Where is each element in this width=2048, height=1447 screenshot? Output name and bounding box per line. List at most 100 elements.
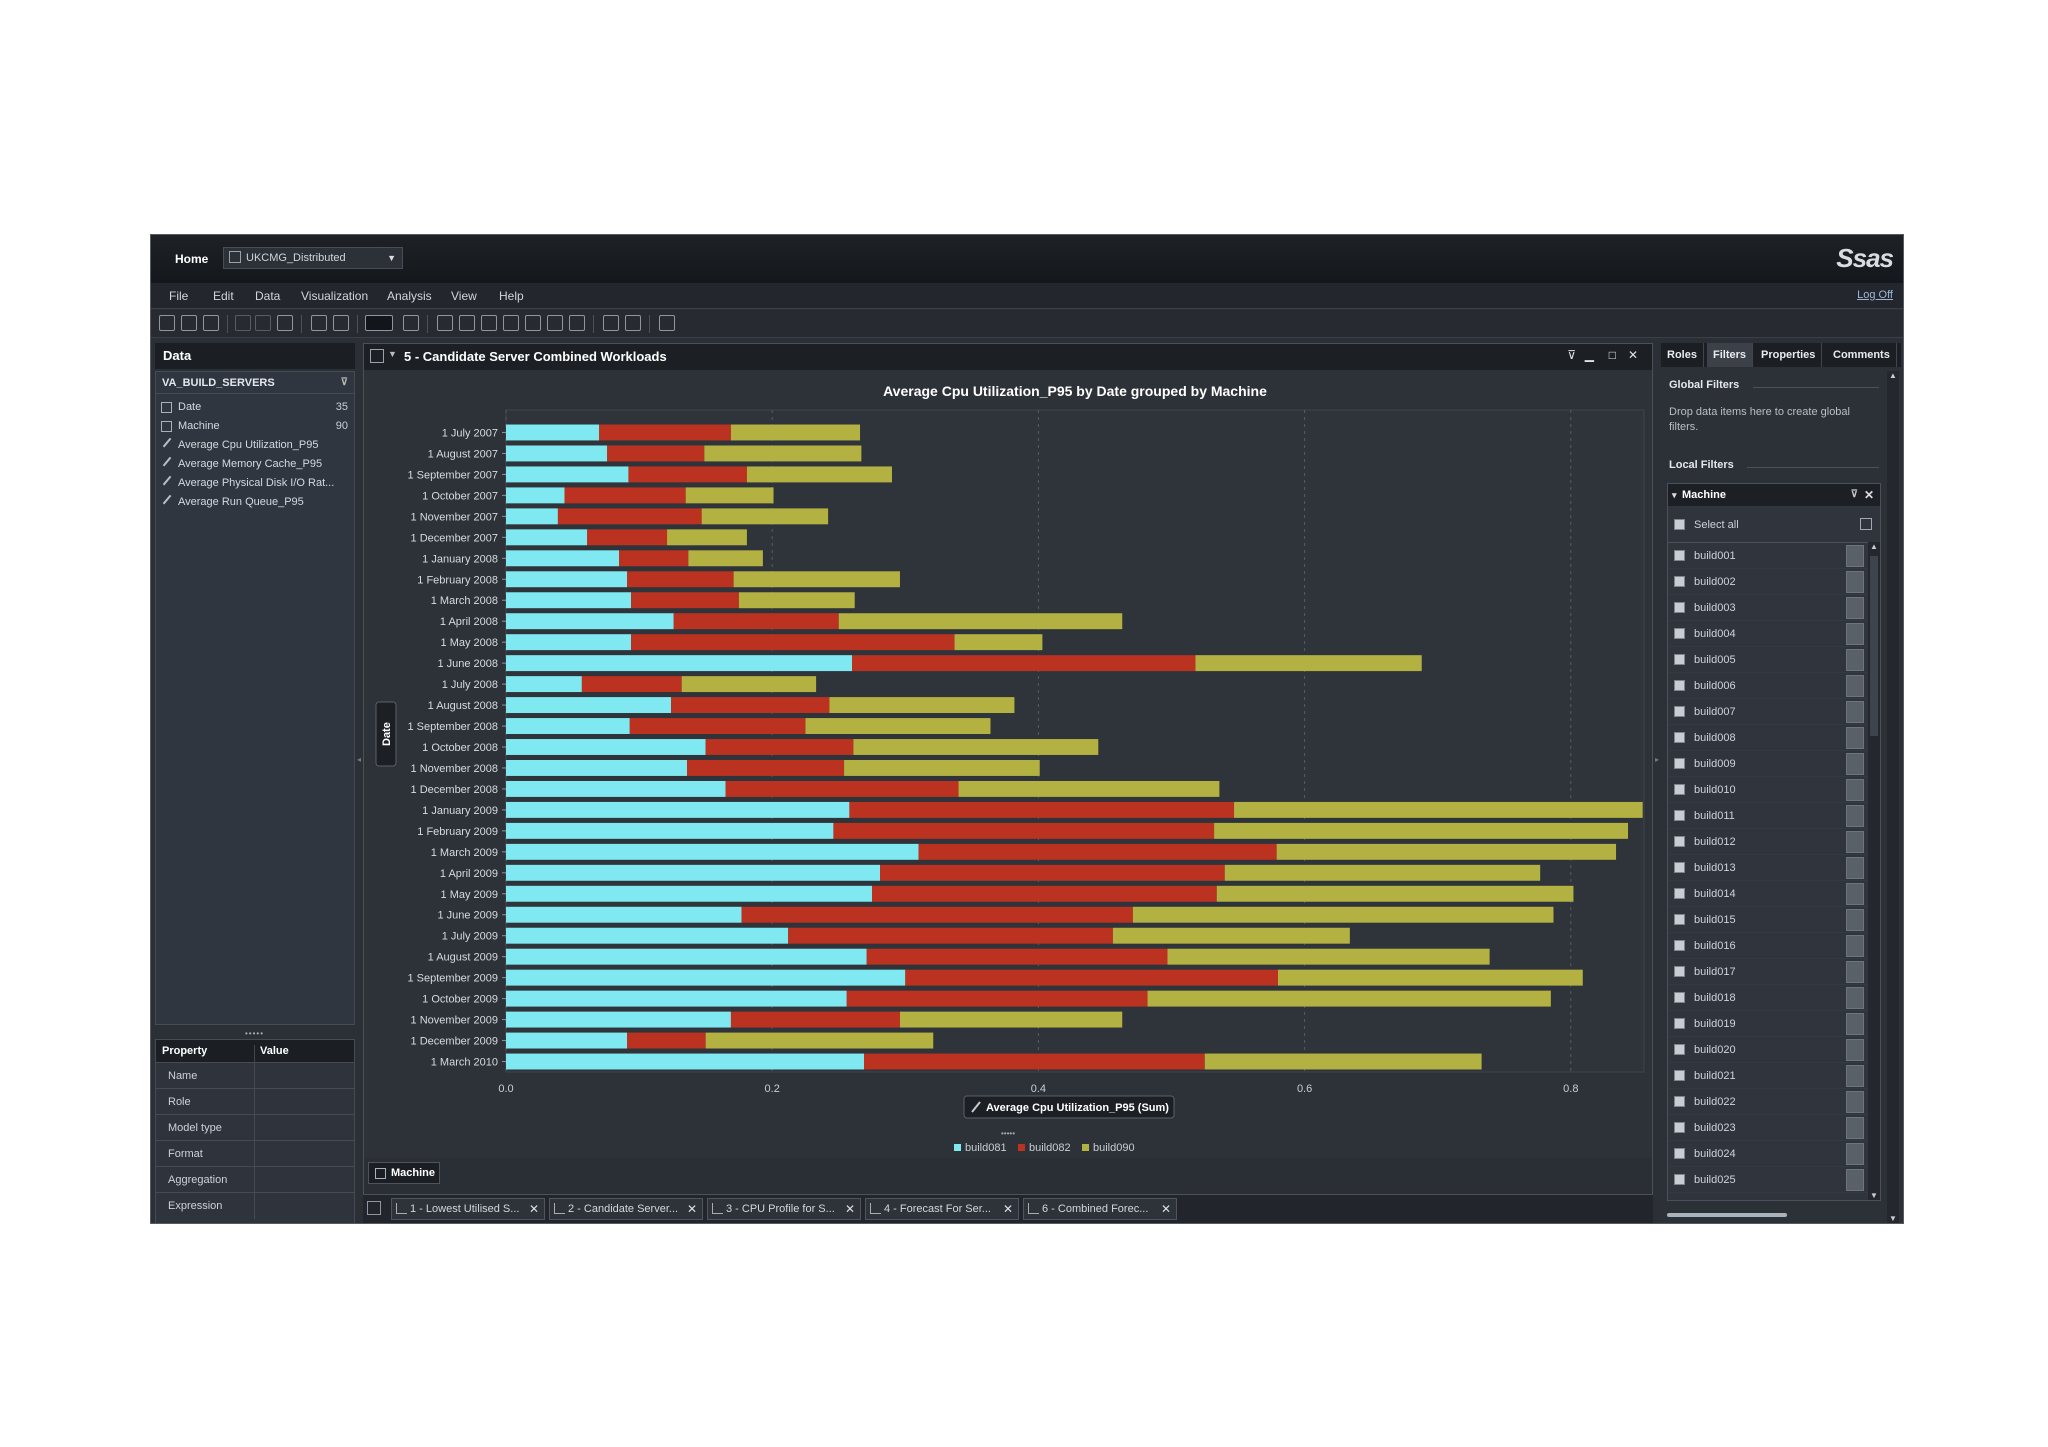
filter-value-row[interactable]: build010 xyxy=(1668,777,1868,803)
bar-build082-21[interactable] xyxy=(918,843,1277,860)
bar-build081-20[interactable] xyxy=(506,822,834,839)
bar-build082-1[interactable] xyxy=(599,424,731,441)
scroll-thumb[interactable] xyxy=(1870,556,1878,736)
bar-build082-4[interactable] xyxy=(564,487,686,504)
bar-build082-26[interactable] xyxy=(866,948,1168,965)
collapse-triangle-icon[interactable]: ▾ xyxy=(1672,490,1677,500)
filter-value-row[interactable]: build001 xyxy=(1668,543,1868,569)
bar-build090-3[interactable] xyxy=(746,466,892,483)
close-tab-icon[interactable]: ✕ xyxy=(1160,1202,1171,1216)
geo-map-icon[interactable] xyxy=(659,315,675,331)
bar-build081-17[interactable] xyxy=(506,760,688,776)
menu-view[interactable]: View xyxy=(451,289,477,303)
bar-build081-3[interactable] xyxy=(506,466,629,483)
close-icon[interactable]: ✕ xyxy=(1863,488,1874,502)
bar-build090-17[interactable] xyxy=(844,760,1040,776)
bar-build082-15[interactable] xyxy=(629,718,806,734)
bar-build081-9[interactable] xyxy=(506,592,632,609)
bar-build082-17[interactable] xyxy=(687,760,845,776)
bar-build090-19[interactable] xyxy=(1234,801,1643,818)
checkbox[interactable] xyxy=(1674,1174,1685,1185)
filter-value-row[interactable]: build013 xyxy=(1668,855,1868,881)
bar-build082-12[interactable] xyxy=(852,655,1196,672)
checkbox[interactable] xyxy=(1674,966,1685,977)
brush-icon[interactable] xyxy=(403,315,419,331)
scroll-down-icon[interactable]: ▼ xyxy=(1889,1214,1897,1223)
bar-build090-28[interactable] xyxy=(1147,990,1551,1007)
bar-build082-20[interactable] xyxy=(833,822,1215,839)
report-tab[interactable]: 4 - Forecast For Ser... ✕ xyxy=(865,1198,1019,1220)
bar-build090-15[interactable] xyxy=(805,718,991,734)
bar-build081-8[interactable] xyxy=(506,571,628,588)
filter-value-row[interactable]: build018 xyxy=(1668,985,1868,1011)
bar-build090-20[interactable] xyxy=(1214,822,1629,839)
bar-build090-23[interactable] xyxy=(1216,885,1574,902)
open-icon[interactable] xyxy=(181,315,197,331)
report-selector[interactable]: UKCMG_Distributed ▼ xyxy=(223,247,403,269)
data-item[interactable]: Average Run Queue_P95 xyxy=(156,493,354,512)
menu-help[interactable]: Help xyxy=(499,289,524,303)
redo-icon[interactable] xyxy=(255,315,271,331)
bar-build081-12[interactable] xyxy=(506,655,853,672)
filter-value-row[interactable]: build016 xyxy=(1668,933,1868,959)
bar-build090-12[interactable] xyxy=(1195,655,1422,672)
datasource-name[interactable]: VA_BUILD_SERVERS ⊽ xyxy=(156,372,354,394)
checkbox[interactable] xyxy=(1674,1018,1685,1029)
report-tab[interactable]: 3 - CPU Profile for S... ✕ xyxy=(707,1198,861,1220)
checkbox[interactable] xyxy=(1674,706,1685,717)
auto-chart-icon[interactable] xyxy=(437,315,453,331)
filter-value-row[interactable]: build022 xyxy=(1668,1089,1868,1115)
machine-filter-header[interactable]: ▾ Machine ⊽ ✕ xyxy=(1668,484,1880,506)
bar-build082-23[interactable] xyxy=(872,885,1217,902)
report-tab[interactable]: 1 - Lowest Utilised S... ✕ xyxy=(391,1198,545,1220)
checkbox[interactable] xyxy=(1674,1122,1685,1133)
bar-build090-4[interactable] xyxy=(685,487,774,504)
maximize-icon[interactable]: □ xyxy=(1608,348,1616,362)
bar-build081-28[interactable] xyxy=(506,990,847,1007)
splitter-grip[interactable]: ••••• xyxy=(245,1029,265,1038)
bar-build082-8[interactable] xyxy=(627,571,734,588)
data-item[interactable]: Average Memory Cache_P95 xyxy=(156,455,354,474)
bar-build090-9[interactable] xyxy=(738,592,855,609)
filter-value-row[interactable]: build020 xyxy=(1668,1037,1868,1063)
bar-build090-11[interactable] xyxy=(954,634,1043,651)
checkbox[interactable] xyxy=(1674,992,1685,1003)
bar-chart-icon[interactable] xyxy=(503,315,519,331)
data-item[interactable]: Average Physical Disk I/O Rat... xyxy=(156,474,354,493)
bar-build090-26[interactable] xyxy=(1167,948,1490,965)
bar-build081-19[interactable] xyxy=(506,801,850,818)
filter-value-row[interactable]: build003 xyxy=(1668,595,1868,621)
bar-build082-10[interactable] xyxy=(673,613,839,630)
bar-build090-14[interactable] xyxy=(829,697,1015,714)
filter-value-row[interactable]: build014 xyxy=(1668,881,1868,907)
bar-build081-10[interactable] xyxy=(506,613,674,630)
bubble-plot-icon[interactable] xyxy=(569,315,585,331)
bar-build082-16[interactable] xyxy=(705,739,854,755)
bar-build081-16[interactable] xyxy=(506,739,706,755)
bar-build082-11[interactable] xyxy=(631,634,955,651)
filter-value-row[interactable]: build023 xyxy=(1668,1115,1868,1141)
checkbox[interactable] xyxy=(1674,940,1685,951)
bar-build090-25[interactable] xyxy=(1112,927,1350,944)
menu-file[interactable]: File xyxy=(169,289,189,303)
bar-build082-29[interactable] xyxy=(730,1011,900,1028)
table-icon[interactable] xyxy=(459,315,475,331)
bar-build090-5[interactable] xyxy=(701,508,829,525)
bar-build090-8[interactable] xyxy=(733,571,900,588)
scroll-up-icon[interactable]: ▲ xyxy=(1889,371,1897,380)
scatter-plot-icon[interactable] xyxy=(547,315,563,331)
close-tab-icon[interactable]: ✕ xyxy=(528,1202,539,1216)
bar-build082-5[interactable] xyxy=(557,508,702,525)
filter-value-row[interactable]: build008 xyxy=(1668,725,1868,751)
bar-build081-15[interactable] xyxy=(506,718,630,734)
bar-build090-30[interactable] xyxy=(705,1032,934,1049)
checkbox[interactable] xyxy=(1674,628,1685,639)
bar-build081-13[interactable] xyxy=(506,676,582,693)
export-icon[interactable] xyxy=(277,315,293,331)
bar-build081-29[interactable] xyxy=(506,1011,731,1028)
tab-comments[interactable]: Comments xyxy=(1827,343,1897,367)
measure-filter-icon[interactable] xyxy=(1860,518,1872,530)
bar-build090-24[interactable] xyxy=(1132,906,1554,923)
heat-map-icon[interactable] xyxy=(625,315,641,331)
bar-build082-19[interactable] xyxy=(849,801,1235,818)
